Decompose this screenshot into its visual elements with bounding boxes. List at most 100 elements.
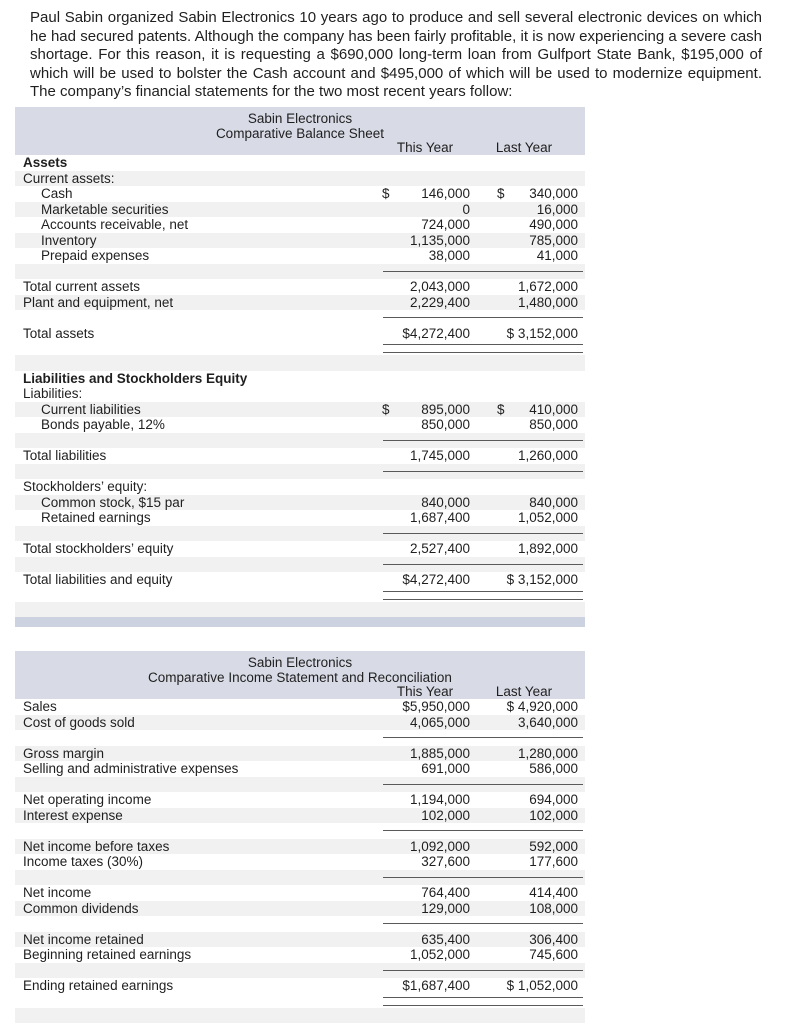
value-last-year: 1,480,000 — [517, 294, 578, 310]
subtotal-rule-row — [15, 730, 585, 746]
subtotal-rule — [383, 783, 583, 785]
value-last-year: 745,600 — [529, 947, 578, 962]
value-this-year: 1,052,000 — [409, 947, 470, 962]
column-header-spacer — [15, 141, 380, 155]
value-last-year: 1,260,000 — [517, 448, 578, 463]
value-last-year: 1,892,000 — [517, 541, 578, 556]
value-this-year: $5,950,000 — [402, 699, 470, 714]
table-body: Assets Current assets: Cash $146,000 $340,00… — [15, 155, 585, 627]
value-this-year: 840,000 — [421, 494, 470, 510]
row-label: Liabilities and Stockholders Equity — [23, 370, 248, 386]
table-row: Stockholders’ equity: — [15, 479, 585, 495]
row-label: Total assets — [23, 325, 95, 341]
table-row: Total liabilities and equity $4,272,400 $ … — [15, 572, 585, 588]
value-this-year: $146,000 — [380, 186, 470, 202]
value-this-year: 1,885,000 — [409, 745, 470, 761]
table-row: Common stock, $15 par 840,000 840,000 — [15, 494, 585, 510]
value-last-year: 16,000 — [536, 201, 578, 217]
subtotal-rule-row — [15, 962, 585, 978]
subtotal-rule — [383, 439, 583, 441]
statement-company-name: Sabin Electronics — [247, 655, 353, 670]
table-row: Net income before taxes 1,092,000 592,000 — [15, 838, 585, 854]
value-last-year: $410,000 — [470, 402, 578, 418]
double-rule — [383, 590, 583, 600]
income-statement-table: Sabin Electronics Comparative Income Sta… — [15, 651, 585, 1023]
subtotal-rule-row — [15, 823, 585, 839]
table-row: Total assets $4,272,400 $ 3,152,000 — [15, 326, 585, 342]
double-rule-row — [15, 341, 585, 355]
subtotal-rule-row — [15, 776, 585, 792]
value-this-year: 635,400 — [421, 931, 470, 947]
value-last-year: 306,400 — [529, 931, 578, 947]
subtotal-rule-row — [15, 916, 585, 932]
table-row: Net income retained 635,400 306,400 — [15, 931, 585, 947]
spacer-row — [15, 601, 585, 617]
value-last-year: 785,000 — [529, 232, 578, 248]
table-row: Cost of goods sold 4,065,000 3,640,000 — [15, 714, 585, 730]
subtotal-rule-row — [15, 463, 585, 479]
value-last-year: 586,000 — [529, 761, 578, 776]
value-this-year: 2,043,000 — [409, 279, 470, 294]
column-header-last-year: Last Year — [495, 140, 553, 155]
table-row: Marketable securities 0 16,000 — [15, 201, 585, 217]
value-last-year: 1,052,000 — [517, 510, 578, 525]
row-label: Assets — [23, 155, 68, 170]
value-last-year: $340,000 — [470, 186, 578, 202]
value-this-year: 1,135,000 — [409, 232, 470, 248]
value-this-year: 327,600 — [421, 854, 470, 869]
row-label: Accounts receivable, net — [41, 217, 189, 232]
subtotal-rule-row — [15, 525, 585, 541]
subtotal-rule — [383, 737, 583, 738]
table-row: Net operating income 1,194,000 694,000 — [15, 792, 585, 808]
row-label: Retained earnings — [41, 510, 151, 525]
table-row: Selling and administrative expenses 691,0… — [15, 761, 585, 777]
subtotal-rule — [383, 470, 583, 472]
column-header-last-year: Last Year — [495, 684, 553, 699]
table-row: Inventory 1,135,000 785,000 — [15, 232, 585, 248]
row-label: Ending retained earnings — [23, 978, 174, 993]
value-this-year — [380, 155, 470, 171]
value-this-year: 129,000 — [421, 900, 470, 916]
value-last-year: $ 4,920,000 — [506, 699, 578, 714]
value-last-year: 840,000 — [529, 494, 578, 510]
value-this-year — [380, 479, 470, 495]
column-header-row: This Year Last Year — [15, 685, 585, 699]
table-row: Sales $5,950,000 $ 4,920,000 — [15, 699, 585, 715]
value-last-year: 41,000 — [536, 248, 578, 263]
row-label: Total current assets — [23, 279, 141, 294]
value-this-year: 724,000 — [421, 217, 470, 232]
value-this-year: 4,065,000 — [409, 714, 470, 730]
column-header-spacer — [15, 685, 380, 699]
row-label: Common stock, $15 par — [41, 494, 185, 510]
subtotal-rule-row — [15, 263, 585, 279]
row-label: Bonds payable, 12% — [41, 417, 165, 432]
amount: 340,000 — [529, 186, 578, 201]
double-rule — [383, 344, 583, 353]
spacer-row — [15, 1007, 585, 1023]
row-label: Current liabilities — [41, 401, 141, 417]
statement-company-name: Sabin Electronics — [247, 111, 353, 126]
table-row: Liabilities: — [15, 386, 585, 402]
row-label: Beginning retained earnings — [23, 947, 192, 962]
subtotal-rule — [383, 969, 583, 971]
value-last-year: $ 3,152,000 — [506, 572, 578, 587]
row-label: Total liabilities and equity — [23, 572, 173, 587]
value-last-year: 102,000 — [529, 807, 578, 823]
double-rule-row — [15, 994, 585, 1008]
value-this-year: 2,229,400 — [409, 294, 470, 310]
table-row: Bonds payable, 12% 850,000 850,000 — [15, 417, 585, 433]
row-label: Net income — [23, 885, 92, 900]
subtotal-rule — [383, 270, 583, 272]
subtotal-rule-row — [15, 556, 585, 572]
balance-sheet-table: Sabin Electronics Comparative Balance Sh… — [15, 107, 585, 627]
value-this-year: 102,000 — [421, 807, 470, 823]
row-label: Gross margin — [23, 745, 105, 761]
row-label: Current assets: — [23, 170, 115, 186]
value-last-year — [470, 479, 578, 495]
table-row: Cash $146,000 $340,000 — [15, 186, 585, 202]
table-row: Assets — [15, 155, 585, 171]
table-body: Sales $5,950,000 $ 4,920,000 Cost of goods … — [15, 699, 585, 1023]
currency-symbol: $ — [382, 401, 390, 417]
value-this-year: $1,687,400 — [402, 978, 470, 993]
value-last-year: 850,000 — [529, 417, 578, 432]
